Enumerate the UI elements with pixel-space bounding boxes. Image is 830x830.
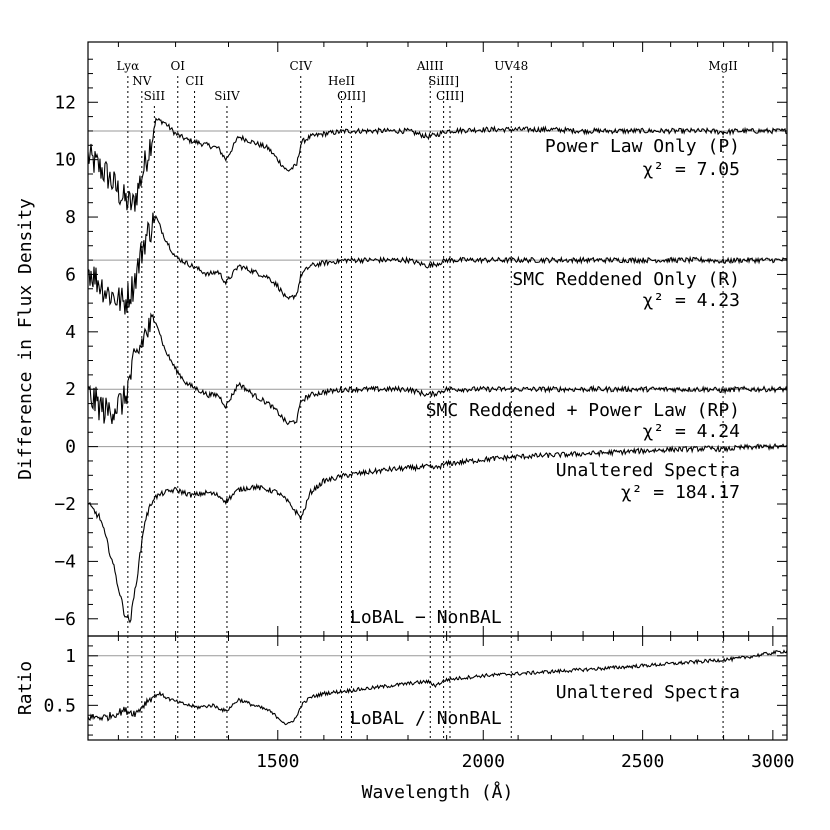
y-axis-label: Difference in Flux Density [15,198,36,480]
emission-line-label: OI [170,59,185,73]
y-tick-label: 12 [54,92,76,113]
emission-line-label: HeII [328,74,355,88]
chi-squared-label: χ² = 184.17 [621,482,740,503]
ratio-series-label: Unaltered Spectra [556,682,740,703]
emission-line-label: NV [132,74,152,88]
emission-line-label: MgII [708,59,738,73]
series-label: Unaltered Spectra [556,460,740,481]
spectrum-line [87,312,788,426]
emission-line-label: SiIV [214,89,240,103]
emission-line-label: CII [185,74,204,88]
emission-line-label: AlIII [416,59,444,73]
series-label: Power Law Only (P) [545,136,740,157]
x-tick-label: 2000 [462,751,505,772]
emission-line-label: CIV [289,59,312,73]
x-tick-label: 1500 [256,751,299,772]
emission-line-label: CIII] [436,89,464,103]
emission-line-label: SiIII] [428,74,459,88]
ratio-panel: 0.5 1 1500 2000 2500 3000 Ratio Wavelength (Å) U… [15,635,795,803]
ratio-corner-label: LoBAL / NonBAL [350,708,502,729]
y-tick-label: −6 [54,609,76,630]
x-tick-label: 2500 [621,751,664,772]
spectrum-line [87,117,788,212]
y-tick-label: −4 [54,551,76,572]
chi-squared-label: χ² = 4.24 [642,421,740,442]
y-tick-label: 6 [65,264,76,285]
x-tick-label: 3000 [751,751,794,772]
ratio-y-axis-label: Ratio [15,661,36,715]
y-tick-label: 10 [54,150,76,171]
y-tick-label: 0 [65,437,76,458]
chi-squared-label: χ² = 4.23 [642,290,740,311]
ratio-y-tick-label: 0.5 [43,695,76,716]
emission-line-label: UV48 [494,59,528,73]
x-axis-label: Wavelength (Å) [362,781,514,803]
chi-squared-label: χ² = 7.05 [642,159,740,180]
spectrum-line [87,443,788,624]
ratio-spectrum-line [87,649,788,726]
y-tick-label: 2 [65,379,76,400]
series-label: SMC Reddened + Power Law (RP) [426,400,740,421]
y-tick-label: −2 [54,494,76,515]
y-tick-label: 8 [65,207,76,228]
series-label: SMC Reddened Only (R) [512,269,740,290]
emission-line-label: OIII] [337,89,366,103]
bottom-plot-frame [87,635,788,741]
emission-line-label: SiII [144,89,166,103]
panel-corner-label: LoBAL − NonBAL [350,607,502,628]
ratio-y-tick-label: 1 [65,646,76,667]
emission-line-label: Lyα [117,59,140,73]
y-tick-label: 4 [65,322,76,343]
difference-panel: −6 −4 −2 0 2 4 6 8 10 12 Difference in Flux Densit… [15,41,788,637]
spectrum-line [87,212,788,315]
